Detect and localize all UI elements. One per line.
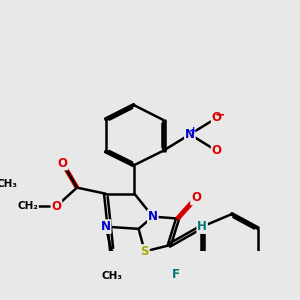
Text: F: F [172, 268, 180, 281]
Text: N: N [101, 220, 111, 233]
Text: −: − [215, 109, 226, 122]
Text: CH₃: CH₃ [0, 179, 17, 189]
Text: N: N [148, 210, 158, 223]
Text: CH₂: CH₂ [17, 201, 38, 211]
Text: O: O [191, 191, 201, 204]
Text: O: O [58, 157, 68, 169]
Text: O: O [51, 200, 62, 213]
Text: S: S [140, 245, 149, 258]
Text: CH₃: CH₃ [101, 271, 122, 281]
Text: O: O [212, 144, 222, 157]
Text: O: O [212, 111, 222, 124]
Text: +: + [189, 126, 198, 136]
Text: H: H [197, 220, 207, 233]
Text: N: N [185, 128, 195, 141]
